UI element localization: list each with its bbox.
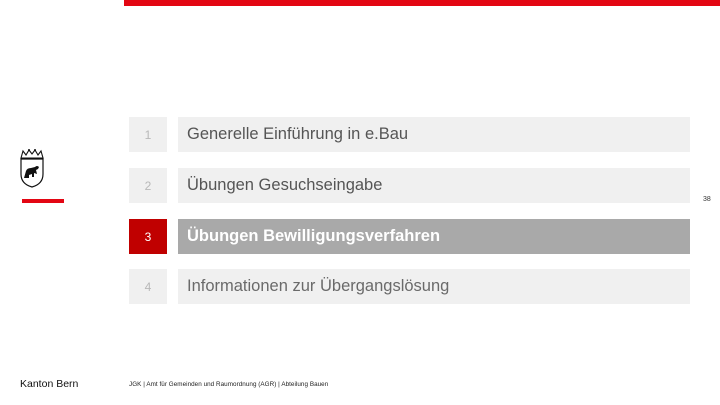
agenda-number: 3 <box>129 219 167 254</box>
agenda-title: Generelle Einführung in e.Bau <box>178 117 690 152</box>
agenda-number: 2 <box>129 168 167 203</box>
page-number: 38 <box>703 196 711 203</box>
agenda-title: Übungen Bewilligungsverfahren <box>178 219 690 254</box>
bern-bear-crest-icon <box>19 148 45 188</box>
agenda-item[interactable]: 1 Generelle Einführung in e.Bau <box>129 117 690 152</box>
kanton-bern-label: Kanton Bern <box>20 378 79 390</box>
agenda-item-active[interactable]: 3 Übungen Bewilligungsverfahren <box>129 219 690 254</box>
agenda-item[interactable]: 2 Übungen Gesuchseingabe <box>129 168 690 203</box>
agenda-title: Informationen zur Übergangslösung <box>178 269 690 304</box>
logo-underline <box>22 199 64 203</box>
footer-text: JGK | Amt für Gemeinden und Raumordnung … <box>129 381 329 388</box>
agenda-number: 4 <box>129 269 167 304</box>
agenda-item[interactable]: 4 Informationen zur Übergangslösung <box>129 269 690 304</box>
agenda-number: 1 <box>129 117 167 152</box>
agenda-title: Übungen Gesuchseingabe <box>178 168 690 203</box>
top-accent-bar <box>124 0 720 6</box>
